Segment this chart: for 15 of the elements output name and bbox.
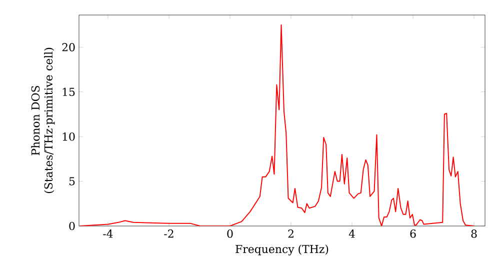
y-tick-label: 10 (62, 132, 75, 141)
x-tick-label: -2 (164, 230, 174, 238)
y-tick-label: 5 (69, 177, 75, 186)
x-tick-label: 6 (410, 230, 416, 238)
x-tick-label: 8 (471, 230, 477, 238)
x-tick-label: 4 (348, 230, 355, 238)
y-tick-label: 20 (62, 43, 75, 52)
x-tick-label: 0 (227, 230, 233, 238)
x-tick-label: -4 (103, 230, 113, 238)
x-axis-title: Frequency (THz) (236, 244, 328, 256)
y-axis-title: Phonon DOS (States/THz·primitive cell) (31, 48, 55, 194)
y-tick-label: 15 (62, 88, 75, 96)
y-tick-label: 0 (69, 222, 75, 230)
x-tick-label: 2 (288, 230, 294, 238)
line-series (79, 24, 475, 226)
